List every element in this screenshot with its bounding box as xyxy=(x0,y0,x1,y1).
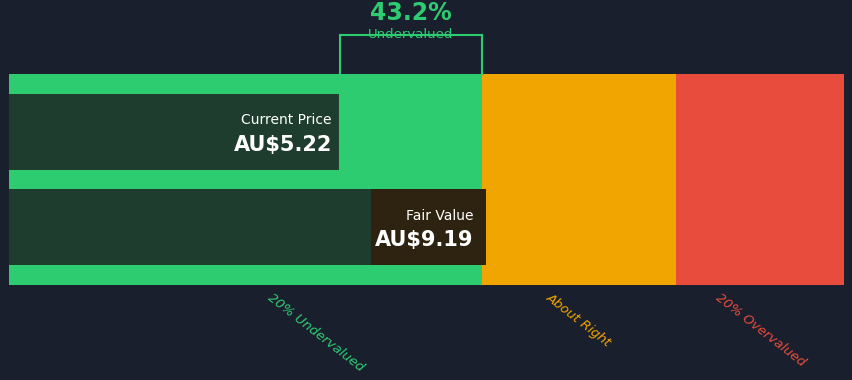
Bar xyxy=(9,189,481,265)
Text: 43.2%: 43.2% xyxy=(370,1,452,25)
Text: Undervalued: Undervalued xyxy=(368,28,453,41)
Bar xyxy=(9,74,481,285)
Bar xyxy=(481,74,675,285)
Text: About Right: About Right xyxy=(543,291,613,350)
Bar xyxy=(675,74,843,285)
Bar xyxy=(9,169,481,189)
Text: Current Price: Current Price xyxy=(241,113,331,127)
Text: Fair Value: Fair Value xyxy=(406,209,473,223)
Bar xyxy=(9,74,481,94)
Bar xyxy=(9,94,340,169)
Text: AU$5.22: AU$5.22 xyxy=(233,135,331,155)
Text: 20% Undervalued: 20% Undervalued xyxy=(265,291,366,374)
Bar xyxy=(9,265,481,285)
Text: 20% Overvalued: 20% Overvalued xyxy=(712,291,807,369)
Text: AU$9.19: AU$9.19 xyxy=(374,230,473,250)
Bar xyxy=(371,189,486,265)
